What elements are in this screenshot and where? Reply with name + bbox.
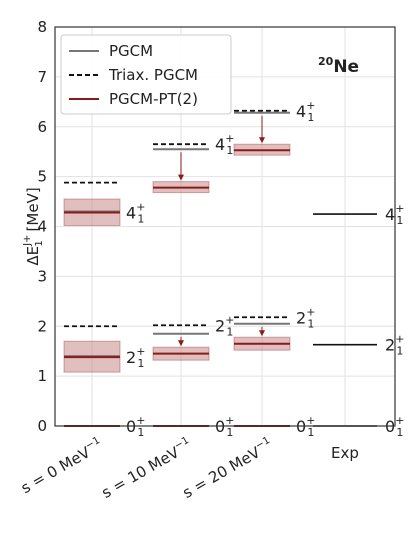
level-label-sup: + xyxy=(306,99,315,112)
level-label-sup: + xyxy=(395,333,404,346)
level-label-sub: 1 xyxy=(396,426,403,439)
level-label-sub: 1 xyxy=(226,325,233,338)
shift-arrow-head xyxy=(178,174,184,181)
legend-label-triax: Triax. PGCM xyxy=(108,66,198,84)
legend-label-pt2: PGCM-PT(2) xyxy=(109,90,198,108)
shift-arrow-head xyxy=(259,330,265,337)
level-label-sub: 1 xyxy=(137,213,144,226)
y-tick-label: 5 xyxy=(37,168,47,186)
nucleus-mass-number: 20 xyxy=(318,55,334,68)
level-label-J: 4 xyxy=(126,204,136,223)
y-tick-label: 7 xyxy=(37,68,47,86)
level-label: 2+ 1 xyxy=(385,333,404,358)
y-axis-label: ΔEJ+1 [MeV] xyxy=(22,187,45,265)
legend-box xyxy=(60,34,232,115)
y-label-unit: [MeV] xyxy=(24,187,42,236)
level-label-J: 2 xyxy=(385,336,395,355)
x-tick-text: s = 20 MeV xyxy=(180,443,264,502)
y-label-delta: ΔE xyxy=(24,246,42,266)
shift-arrows xyxy=(178,115,265,347)
x-tick-label: Exp xyxy=(331,444,359,462)
nucleus-symbol: Ne xyxy=(333,57,359,77)
level-label-sub: 1 xyxy=(137,426,144,439)
level-label-sup: + xyxy=(225,132,234,145)
level-label-sub: 1 xyxy=(396,345,403,358)
level-label: 4+ 1 xyxy=(385,202,404,227)
energy-levels xyxy=(64,109,377,427)
level-label: 2+ 1 xyxy=(215,313,234,338)
x-tick-text: s = 0 MeV xyxy=(18,443,94,497)
level-label: 4+ 1 xyxy=(126,201,145,226)
y-label-sup: J+ xyxy=(22,235,33,247)
level-label-J: 2 xyxy=(296,308,306,327)
level-label-sub: 1 xyxy=(226,426,233,439)
level-label-sub: 1 xyxy=(307,317,314,330)
y-label-sub: 1 xyxy=(34,240,45,246)
level-label-J: 2 xyxy=(215,316,225,335)
x-tick-text: s = 10 MeV xyxy=(99,443,183,502)
y-tick-label: 4 xyxy=(37,218,47,236)
y-tick-label: 8 xyxy=(37,18,47,36)
uncertainty-bands xyxy=(63,143,291,373)
y-tick-label: 6 xyxy=(37,118,47,136)
nucleus-annotation: 20Ne xyxy=(318,55,359,77)
shift-arrow-head xyxy=(178,340,184,347)
shift-arrow-head xyxy=(259,137,265,144)
level-label-sup: + xyxy=(395,202,404,215)
level-label: 4+ 1 xyxy=(215,132,234,157)
level-label-J: 2 xyxy=(126,348,136,367)
level-label-sup: + xyxy=(136,201,145,214)
level-label-sup: + xyxy=(306,305,315,318)
legend: PGCM Triax. PGCM PGCM-PT(2) xyxy=(60,34,232,115)
legend-label-pgcm: PGCM xyxy=(109,42,153,60)
y-tick-label: 3 xyxy=(37,267,47,285)
y-tick-label: 1 xyxy=(37,367,47,385)
level-label-sup: + xyxy=(136,345,145,358)
level-label-sub: 1 xyxy=(396,214,403,227)
level-label-sup: + xyxy=(225,313,234,326)
level-label-sup: + xyxy=(395,414,404,427)
level-label: 2+ 1 xyxy=(296,305,315,330)
level-label-sup: + xyxy=(225,414,234,427)
level-label-sub: 1 xyxy=(137,357,144,370)
level-label-J: 4 xyxy=(215,135,225,154)
level-label-sup: + xyxy=(306,414,315,427)
x-tick-label: s = 10 MeV−1 xyxy=(98,435,195,502)
level-label: 4+ 1 xyxy=(296,99,315,124)
y-tick-label: 0 xyxy=(37,417,47,435)
x-axis: s = 0 MeV−1s = 10 MeV−1s = 20 MeV−1 Exp xyxy=(17,435,359,502)
x-tick-label: s = 0 MeV−1 xyxy=(17,435,106,497)
level-label-J: 4 xyxy=(385,205,395,224)
annotation: 20Ne xyxy=(318,55,359,77)
y-tick-label: 2 xyxy=(37,317,47,335)
level-label-J: 4 xyxy=(296,102,306,121)
level-label-sup: + xyxy=(136,414,145,427)
level-label-sub: 1 xyxy=(307,111,314,124)
plot-frame xyxy=(54,26,396,427)
level-label-sub: 1 xyxy=(226,144,233,157)
x-tick-label: s = 20 MeV−1 xyxy=(179,435,276,502)
level-label: 2+ 1 xyxy=(126,345,145,370)
level-label-sub: 1 xyxy=(307,426,314,439)
